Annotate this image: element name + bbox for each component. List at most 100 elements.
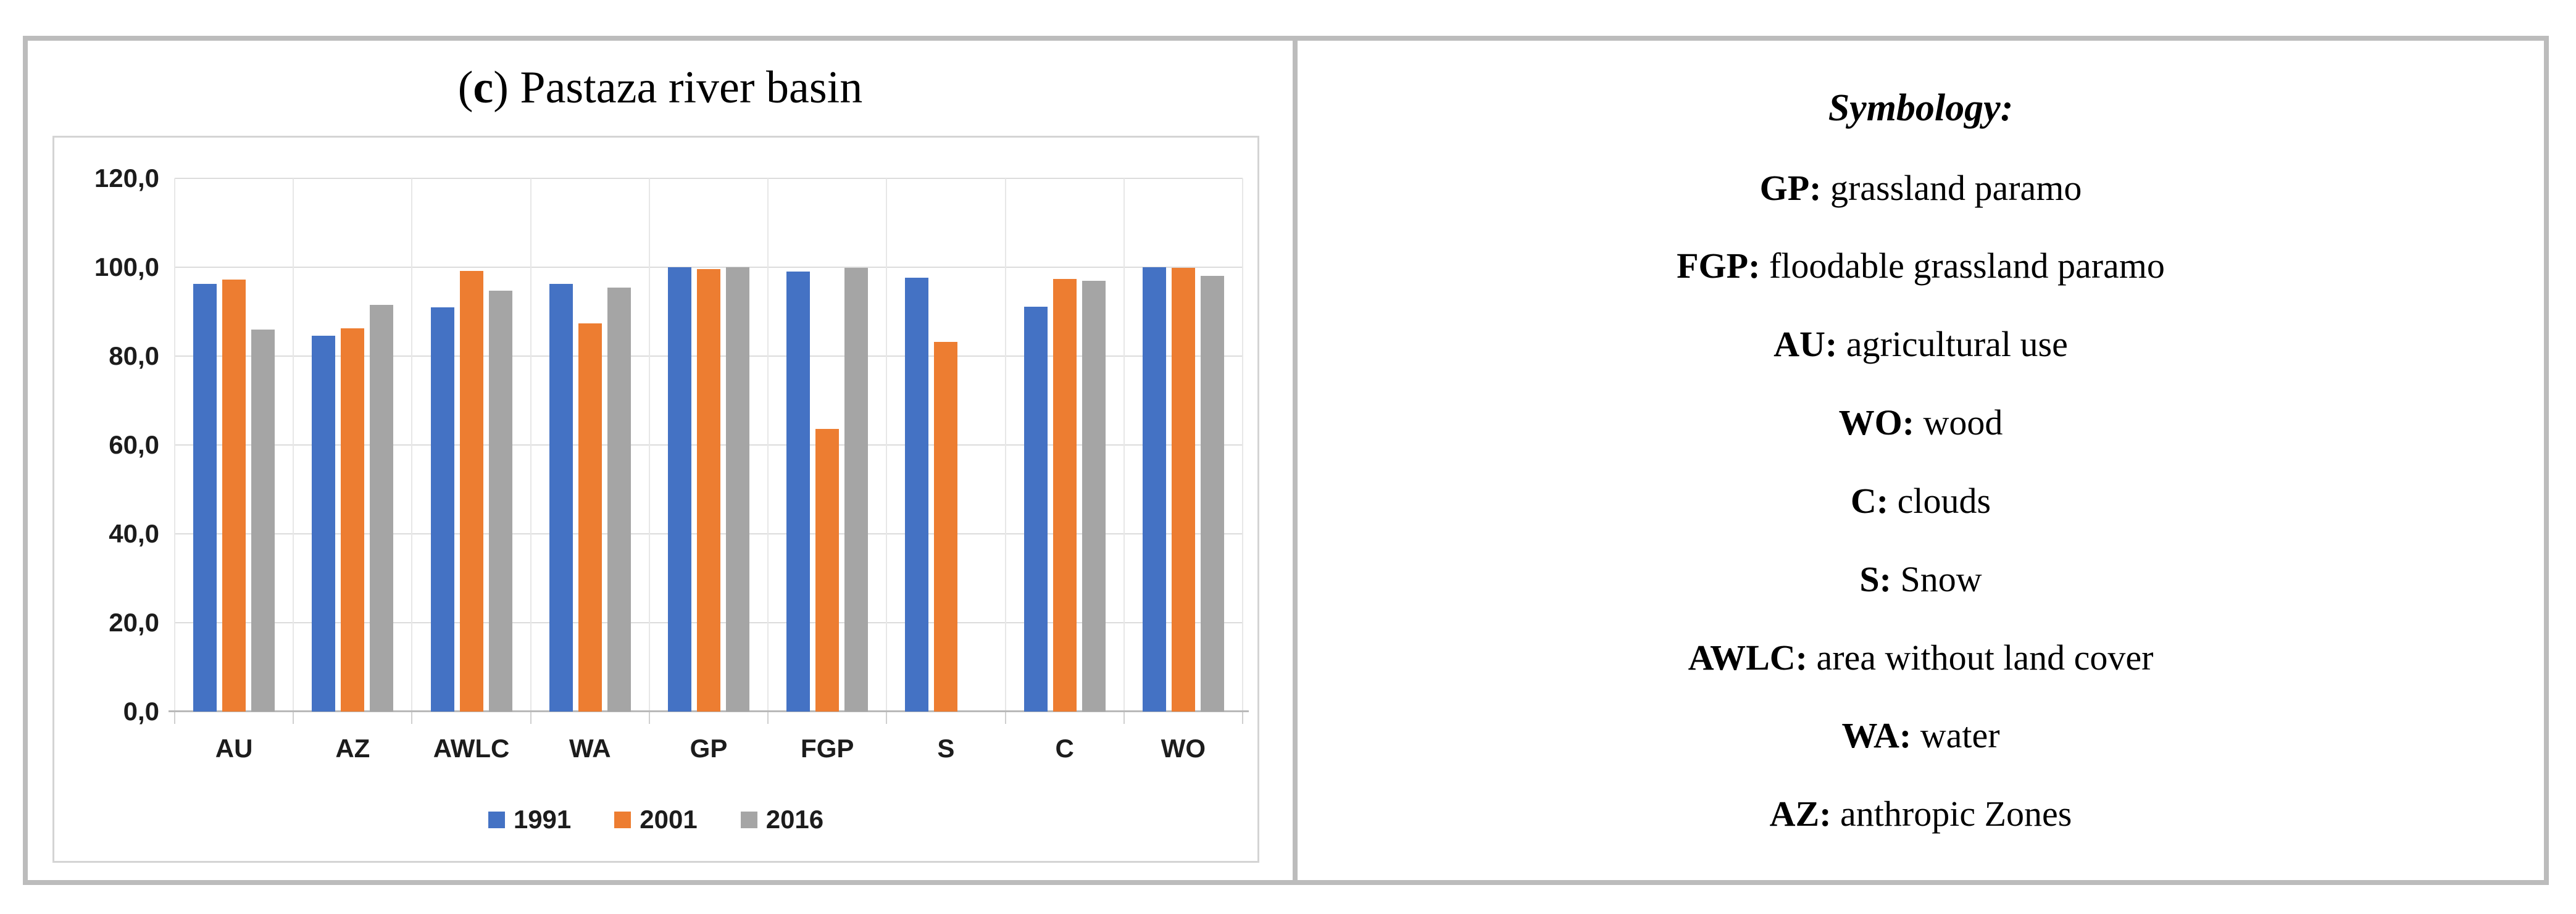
bar-2001-C [1052, 278, 1077, 712]
bar-2016-AU [251, 329, 275, 712]
x-axis-category-label: WO [1161, 734, 1206, 763]
legend-label: 1991 [513, 805, 572, 834]
chart-box: 0,0 20,0 40,0 60,0 80,0 100,0 120,0 AU AZ AWLC WA G… [52, 136, 1259, 863]
bar-2016-C [1082, 281, 1106, 712]
x-axis-category-label: WA [569, 734, 611, 763]
bar-1991-AZ [312, 335, 336, 712]
symbology-entry: WA: water [1841, 715, 1999, 756]
bar-1991-FGP [786, 272, 811, 712]
y-axis-tick-label: 40,0 [109, 519, 159, 548]
symbology-label: grassland paramo [1821, 167, 2082, 208]
legend-item-2001: 2001 [614, 805, 698, 834]
symbology-entry: AZ: anthropic Zones [1770, 793, 2072, 834]
symbology-key: FGP: [1677, 246, 1761, 286]
y-axis-tick-label: 100,0 [94, 252, 159, 281]
bar-1991-WA [549, 284, 573, 712]
bar-1991-WO [1142, 267, 1166, 712]
plot-area: 0,0 20,0 40,0 60,0 80,0 100,0 120,0 AU AZ AWLC WA G… [94, 164, 1249, 763]
legend-label: 2016 [765, 805, 824, 834]
x-axis-tick [886, 712, 888, 724]
symbology-key: GP: [1759, 167, 1822, 208]
x-axis-tick [411, 712, 413, 724]
symbology-key: AWLC: [1688, 637, 1807, 678]
bar-2001-AU [222, 280, 246, 712]
x-axis-tick [1242, 712, 1243, 724]
symbology-label: floodable grassland paramo [1760, 246, 2165, 286]
bar-2016-WO [1200, 276, 1224, 712]
x-axis-tick [174, 712, 175, 724]
y-axis-tick-label: 60,0 [109, 430, 159, 459]
symbology-label: wood [1914, 402, 2003, 443]
x-axis-category-label: AU [215, 734, 253, 763]
bar-2001-WA [578, 323, 602, 712]
symbology-key: C: [1850, 480, 1889, 521]
vertical-gridline [648, 178, 650, 712]
legend-swatch-icon [488, 811, 505, 828]
bar-2001-FGP [815, 429, 840, 712]
bar-2016-AWLC [488, 291, 512, 712]
bar-1991-S [905, 277, 929, 712]
bar-2016-GP [726, 267, 749, 712]
symbology-entry: GP: grassland paramo [1760, 167, 2082, 209]
symbology-label: clouds [1888, 480, 1991, 521]
x-axis-tick [648, 712, 650, 724]
vertical-gridline [174, 178, 175, 712]
x-axis-category-label: GP [690, 734, 728, 763]
bar-1991-AU [193, 284, 217, 712]
legend-label: 2001 [640, 805, 698, 834]
vertical-gridline [293, 178, 294, 712]
bar-2001-GP [697, 268, 720, 712]
legend-item-1991: 1991 [488, 805, 571, 834]
vertical-gridline [411, 178, 413, 712]
vertical-gridline [886, 178, 888, 712]
x-axis-category-label: C [1055, 734, 1074, 763]
x-axis-tick [767, 712, 769, 724]
symbology-heading: Symbology: [1828, 86, 2014, 129]
x-axis-category-label: AWLC [433, 734, 510, 763]
y-axis-tick-label: 120,0 [94, 164, 159, 193]
legend-swatch-icon [614, 811, 631, 828]
x-axis-tick [1004, 712, 1006, 724]
gridline [175, 178, 1243, 179]
chart-panel: (c) Pastaza river basin 0,0 20,0 40,0 60,0 8… [28, 41, 1293, 880]
bar-2001-AWLC [459, 270, 483, 712]
y-axis-tick-label: 20,0 [109, 608, 159, 637]
symbology-key: S: [1859, 559, 1891, 599]
symbology-key: WA: [1841, 715, 1912, 756]
title-text: ) Pastaza river basin [493, 62, 863, 113]
symbology-entry: FGP: floodable grassland paramo [1677, 245, 2165, 286]
x-axis-tick [530, 712, 531, 724]
vertical-gridline [530, 178, 531, 712]
bar-2016-FGP [844, 267, 869, 712]
figure-frame: (c) Pastaza river basin 0,0 20,0 40,0 60,0 8… [23, 36, 2549, 885]
bar-2016-AZ [370, 305, 394, 712]
symbology-label: area without land cover [1807, 637, 2154, 678]
vertical-gridline [767, 178, 769, 712]
bar-2001-AZ [341, 328, 365, 712]
symbology-panel: Symbology: GP: grassland paramo FGP: floo… [1298, 41, 2544, 880]
symbology-entry: C: clouds [1851, 480, 1991, 521]
bar-1991-GP [668, 267, 691, 712]
symbology-label: anthropic Zones [1831, 794, 2072, 834]
vertical-gridline [1242, 178, 1243, 712]
vertical-gridline [1004, 178, 1006, 712]
symbology-label: water [1911, 715, 2000, 756]
x-axis-category-label: FGP [801, 734, 854, 763]
symbology-entry: S: Snow [1859, 559, 1982, 600]
title-paren-open: ( [457, 62, 473, 113]
symbology-entry: AU: agricultural use [1774, 323, 2068, 365]
y-axis-tick-label: 0,0 [123, 697, 159, 726]
chart-legend: 1991 2001 2016 [54, 801, 1257, 838]
y-axis-tick-label: 80,0 [109, 341, 159, 370]
bar-2001-WO [1171, 268, 1195, 712]
symbology-key: AU: [1774, 324, 1838, 365]
bar-2001-S [934, 341, 958, 712]
bar-1991-AWLC [430, 307, 454, 712]
gridline [175, 267, 1243, 268]
x-axis-tick [1123, 712, 1125, 724]
vertical-gridline [1123, 178, 1125, 712]
symbology-entry: WO: wood [1839, 402, 2003, 443]
x-axis-category-label: AZ [335, 734, 370, 763]
panel-divider [1293, 41, 1298, 880]
